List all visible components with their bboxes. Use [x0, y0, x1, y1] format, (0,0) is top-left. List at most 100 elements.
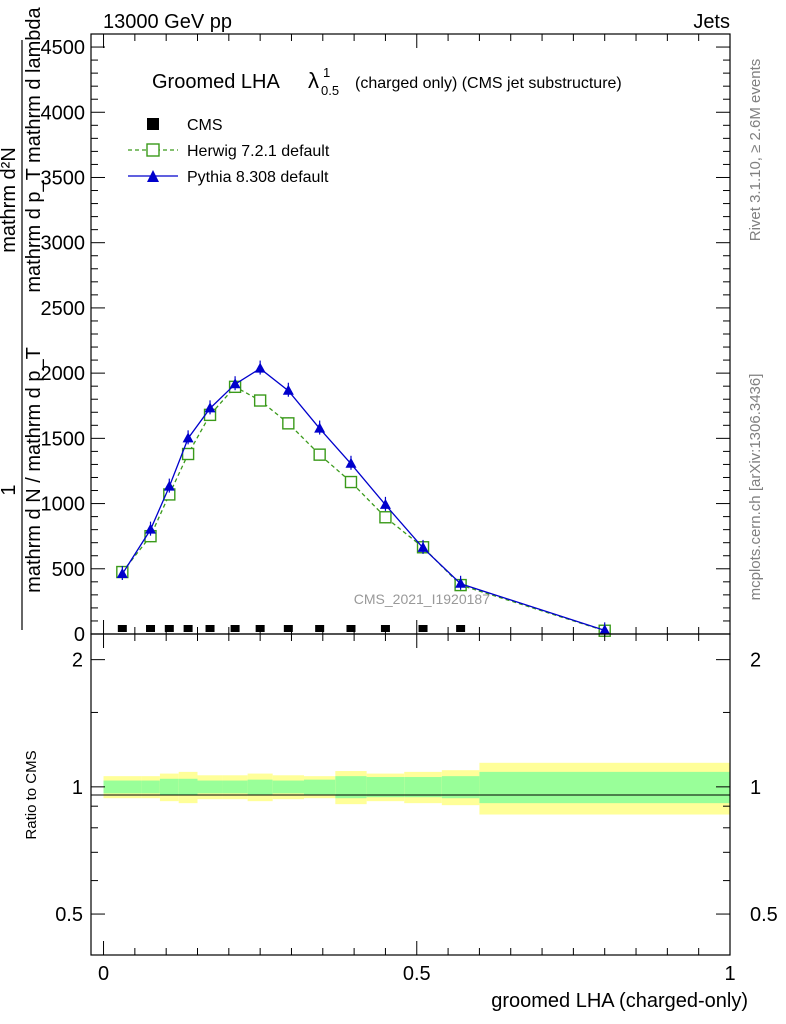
ratio-inner-band [304, 779, 336, 795]
title-rest: (charged only) (CMS jet substructure) [355, 75, 622, 92]
main-y-tick-label: 500 [52, 559, 85, 581]
cms-point [117, 625, 127, 632]
cms-point [205, 625, 215, 632]
x-tick-label: 1 [724, 963, 735, 985]
ratio-y-tick-label-right: 1 [750, 777, 761, 799]
main-y-tick-label: 2000 [41, 363, 86, 385]
ratio-panel: 0.5 0.51 12 2 0 0.5 1 Ratio to CMS groomed LH… [23, 633, 778, 1012]
ratio-inner-band [366, 777, 405, 798]
main-y-tick-label: 3500 [41, 167, 86, 189]
legend-herwig-marker [146, 143, 160, 157]
cms-point [315, 625, 325, 632]
x-tick-labels: 0 0.5 1 [98, 963, 736, 985]
ratio-y-tick-label: 0.5 [55, 904, 83, 926]
herwig-point [253, 394, 267, 407]
cms-point [255, 625, 265, 632]
x-tick-label: 0 [98, 963, 109, 985]
ratio-inner-band [335, 776, 367, 799]
legend-cms-marker [147, 118, 159, 130]
cms-point [380, 625, 390, 632]
herwig-point [313, 448, 326, 461]
pythia-point [204, 402, 216, 413]
ratio-y-tick-label: 1 [72, 777, 83, 799]
pythia-point [455, 577, 467, 588]
legend: CMS Herwig 7.2.1 default Pythia 8.308 de… [128, 117, 330, 186]
pythia-point [163, 480, 175, 491]
herwig-point [379, 511, 392, 524]
ratio-y-tick-labels: 0.5 0.5 1 1 2 2 [55, 650, 778, 926]
ratio-inner-band [479, 771, 730, 804]
analysis-watermark: CMS_2021_I1920187 [354, 591, 490, 607]
series-line-2 [121, 367, 605, 631]
ratio-inner-band [247, 779, 273, 795]
ratio-inner-band [178, 778, 198, 796]
pythia-point [379, 498, 391, 509]
cms-point [146, 625, 156, 632]
cms-point [183, 625, 193, 632]
ratio-y-tick-label-right: 2 [750, 650, 761, 672]
ylabel-numerator-2: mathrm d p_T mathrm d lambda [23, 6, 45, 292]
ratio-inner-band [159, 778, 179, 796]
main-y-axis-label: mathrm d²N mathrm d p_T mathrm d lambda … [0, 6, 45, 630]
main-y-tick-label: 1000 [41, 494, 86, 516]
pythia-point [182, 432, 194, 443]
legend-herwig-label: Herwig 7.2.1 default [187, 143, 330, 160]
herwig-point [181, 447, 195, 461]
ratio-y-tick-label-right: 0.5 [750, 904, 778, 926]
pythia-point [116, 568, 128, 578]
ratio-y-axis-label: Ratio to CMS [23, 750, 40, 839]
ratio-frame [90, 633, 731, 956]
cms-point [230, 625, 240, 632]
ratio-inner-band [222, 780, 248, 794]
ratio-y-tick-label: 2 [72, 650, 83, 672]
cms-point [283, 625, 293, 632]
pythia-point [145, 523, 157, 534]
main-y-tick-label: 4000 [41, 102, 86, 124]
legend-pythia-label: Pythia 8.308 default [187, 169, 329, 186]
pythia-point [229, 378, 241, 389]
main-y-tick-label: 1500 [41, 428, 86, 450]
ratio-bands [103, 762, 730, 815]
cms-point [456, 625, 466, 632]
title-superscript: 1 [323, 65, 330, 80]
ratio-inner-band [197, 780, 223, 794]
header-left: 13000 GeV pp [103, 11, 232, 33]
mcplots-label: mcplots.cern.ch [arXiv:1306.3436] [747, 374, 764, 601]
x-tick-label: 0.5 [403, 963, 431, 985]
main-y-tick-label: 4500 [41, 37, 86, 59]
herwig-point [282, 417, 295, 430]
ylabel-numerator: mathrm d²N [0, 147, 20, 253]
legend-pythia-marker [147, 170, 159, 182]
header-right: Jets [693, 11, 730, 33]
plot-title: Groomed LHA λ 1 0.5 (charged only) (CMS … [152, 65, 622, 98]
main-y-tick-labels: 0 500 1000 1500 2000 2500 3000 3500 4000 4500 [41, 37, 86, 646]
herwig-point [344, 475, 358, 489]
cms-point [346, 625, 356, 632]
ratio-inner-band [103, 780, 142, 794]
main-series [116, 360, 611, 637]
title-subscript: 0.5 [321, 83, 339, 98]
pythia-point [599, 624, 611, 635]
ratio-inner-band [272, 780, 304, 794]
ratio-inner-band [141, 780, 160, 794]
ylabel-one: 1 [0, 484, 20, 495]
pythia-point [345, 457, 357, 468]
ratio-inner-band [404, 777, 442, 798]
main-y-tick-label: 0 [74, 624, 85, 646]
pythia-point [282, 384, 294, 395]
cms-point [164, 625, 174, 632]
legend-cms-label: CMS [187, 117, 223, 134]
title-symbol: λ [308, 68, 319, 93]
pythia-point [254, 362, 266, 373]
main-panel: 0 500 1000 1500 2000 2500 3000 3500 4000 4500 Gro… [0, 6, 731, 646]
ylabel-denominator: mathrm d N / mathrm d p_T [23, 347, 45, 593]
cms-point [418, 625, 428, 632]
x-axis-label: groomed LHA (charged-only) [491, 990, 748, 1012]
pythia-point [314, 422, 326, 433]
main-y-tick-label: 2500 [41, 298, 86, 320]
pythia-point [417, 541, 429, 552]
ratio-inner-band [441, 776, 480, 799]
title-main: Groomed LHA [152, 71, 280, 93]
main-y-tick-label: 3000 [41, 233, 86, 255]
